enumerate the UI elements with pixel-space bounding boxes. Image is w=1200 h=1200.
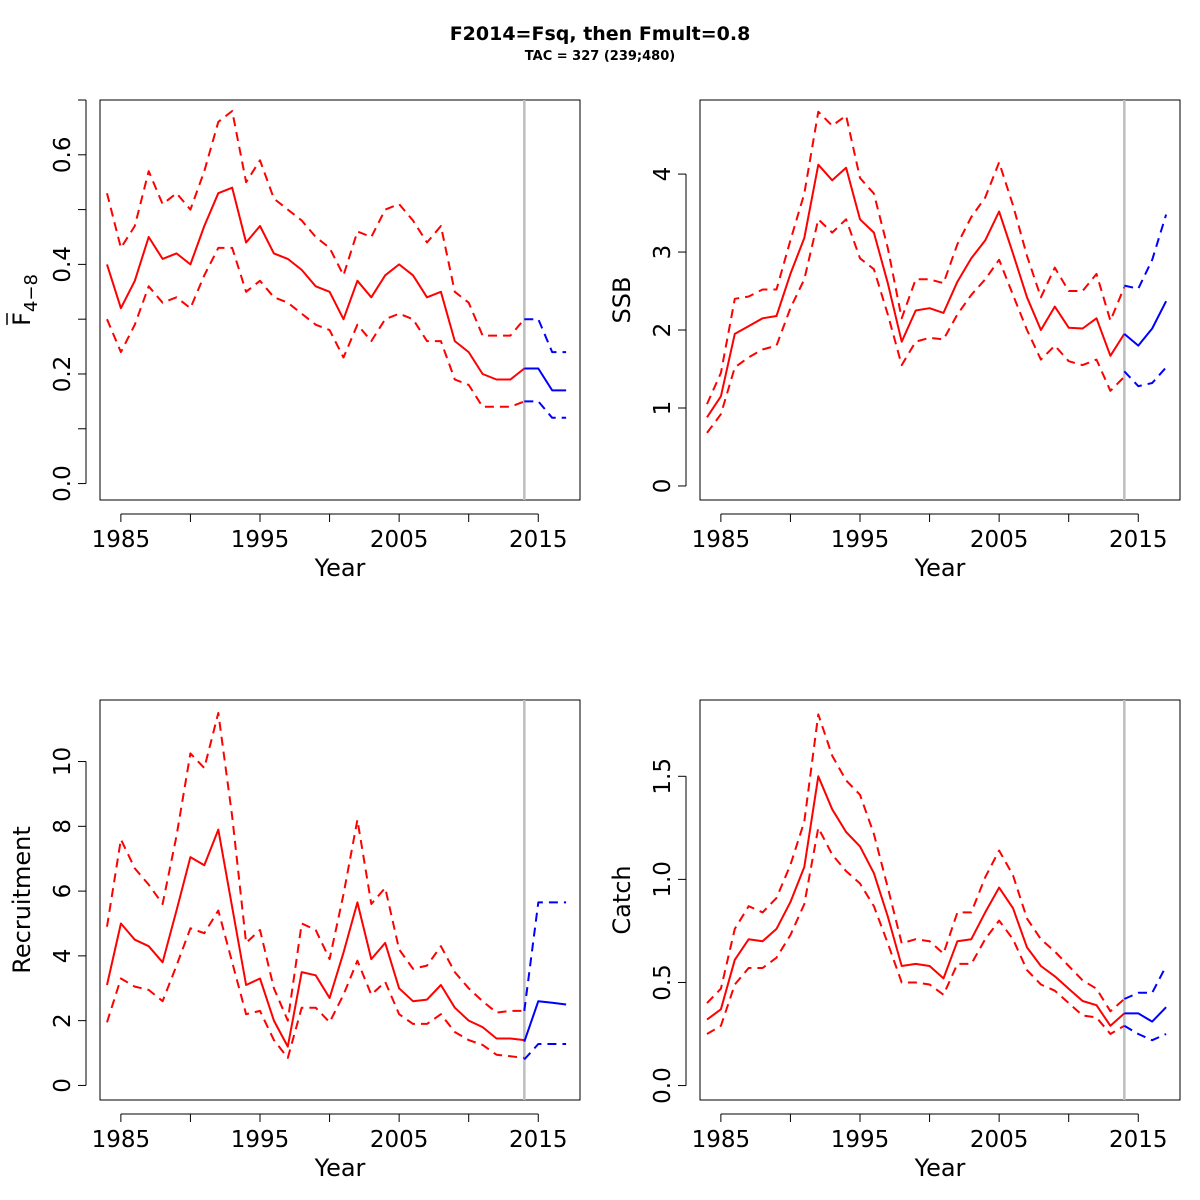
y-tick-label: 1 xyxy=(650,401,676,416)
series-line-projection-upper xyxy=(1123,965,1167,1000)
series-line-projection-lower xyxy=(524,400,567,419)
series-line-projection xyxy=(1123,300,1167,347)
x-tick-label: 2015 xyxy=(509,527,568,553)
series-line-projection xyxy=(524,367,567,392)
x-axis-title: Year xyxy=(314,1154,366,1182)
y-tick-label: 2 xyxy=(50,1013,76,1028)
y-tick-label: 0.2 xyxy=(50,356,76,393)
y-tick-label: 4 xyxy=(650,167,676,182)
y-axis-title-main: Recruitment xyxy=(8,826,36,973)
x-tick-label: 1985 xyxy=(92,527,151,553)
series-line-projection-upper xyxy=(523,901,567,1012)
series-line-lower xyxy=(706,826,1125,1035)
series-line-upper xyxy=(106,110,526,337)
series-line-projection xyxy=(1124,1006,1167,1023)
series-line-projection xyxy=(523,1000,567,1043)
plot-frame xyxy=(99,99,581,501)
y-tick-label: 0.0 xyxy=(50,465,76,502)
y-tick-label: 3 xyxy=(650,245,676,260)
plot-frame xyxy=(699,699,1181,1101)
y-axis-title: SSB xyxy=(608,277,636,324)
x-tick-label: 2005 xyxy=(970,527,1029,553)
series-line-upper xyxy=(706,110,1126,405)
x-tick-label: 2015 xyxy=(1109,1127,1168,1153)
y-tick-label: 2 xyxy=(650,323,676,338)
series-line-upper xyxy=(706,713,1125,1013)
plot-frame xyxy=(99,699,581,1101)
y-axis-title-subscript: 4−8 xyxy=(21,274,42,312)
y-axis-title-main: SSB xyxy=(608,277,636,324)
x-axis-title: Year xyxy=(914,1154,966,1182)
x-tick-label: 1995 xyxy=(831,527,890,553)
panel-bottom-left: 1985 1995 2005 2015 0 2 4 6 8 10 Year Recruitment xyxy=(8,699,581,1182)
x-tick-label: 1985 xyxy=(692,527,751,553)
y-tick-label: 0.5 xyxy=(650,964,676,1001)
series-line-lower xyxy=(706,218,1126,434)
y-tick-label: 1.5 xyxy=(650,758,676,795)
x-tick-label: 1995 xyxy=(231,1127,290,1153)
y-tick-label: 4 xyxy=(50,949,76,964)
series-line-lower xyxy=(106,246,525,408)
figure-subtitle: TAC = 327 (239;480) xyxy=(525,49,675,64)
series-line-projection-lower xyxy=(523,1043,567,1061)
y-tick-label: 0.6 xyxy=(50,137,76,174)
x-tick-label: 1985 xyxy=(692,1127,751,1153)
series-line-projection-upper xyxy=(524,318,567,354)
y-axis-title: Catch xyxy=(608,865,636,934)
y-axis-title: Recruitment xyxy=(8,826,36,973)
y-axis-title-main: Catch xyxy=(608,865,636,934)
x-tick-label: 1985 xyxy=(92,1127,151,1153)
x-tick-label: 2005 xyxy=(370,1127,429,1153)
y-axis-title-main: F xyxy=(8,312,36,326)
y-tick-label: 6 xyxy=(50,884,76,899)
series-line-projection-lower xyxy=(1123,366,1167,388)
series-line-estimate xyxy=(706,163,1126,418)
y-tick-label: 1.0 xyxy=(650,861,676,898)
y-tick-label: 10 xyxy=(50,747,76,776)
series-line-estimate xyxy=(106,186,525,381)
y-tick-label: 0.4 xyxy=(50,246,76,283)
x-tick-label: 2005 xyxy=(970,1127,1029,1153)
y-tick-label: 0 xyxy=(650,479,676,494)
x-tick-label: 1995 xyxy=(831,1127,890,1153)
figure-title: F2014=Fsq, then Fmult=0.8 xyxy=(450,23,751,45)
plot-frame xyxy=(699,99,1181,501)
series-line-lower xyxy=(106,909,525,1059)
series-line-projection-upper xyxy=(1124,214,1168,290)
x-tick-label: 2015 xyxy=(1109,527,1168,553)
y-tick-label: 0 xyxy=(50,1078,76,1093)
x-axis-title: Year xyxy=(914,554,966,582)
y-tick-label: 8 xyxy=(50,819,76,834)
panel-bottom-right: 1985 1995 2005 2015 0.0 0.5 1.0 1.5 Year Catch xyxy=(608,699,1181,1182)
series-line-upper xyxy=(106,712,525,1022)
x-tick-label: 1995 xyxy=(231,527,290,553)
y-tick-label: 0.0 xyxy=(650,1067,676,1104)
y-axis-title: F4−8 xyxy=(8,274,42,326)
series-line-estimate xyxy=(706,775,1125,1027)
x-axis-title: Year xyxy=(314,554,366,582)
panel-top-right: 1985 1995 2005 2015 0 1 2 3 4 Year SSB xyxy=(608,99,1181,582)
x-tick-label: 2005 xyxy=(370,527,429,553)
series-line-estimate xyxy=(106,828,525,1048)
x-tick-label: 2015 xyxy=(509,1127,568,1153)
series-line-projection-lower xyxy=(1123,1024,1167,1042)
panel-top-left: 1985 1995 2005 2015 0.0 0.2 0.4 0.6 Year F4−8 xyxy=(6,99,581,582)
